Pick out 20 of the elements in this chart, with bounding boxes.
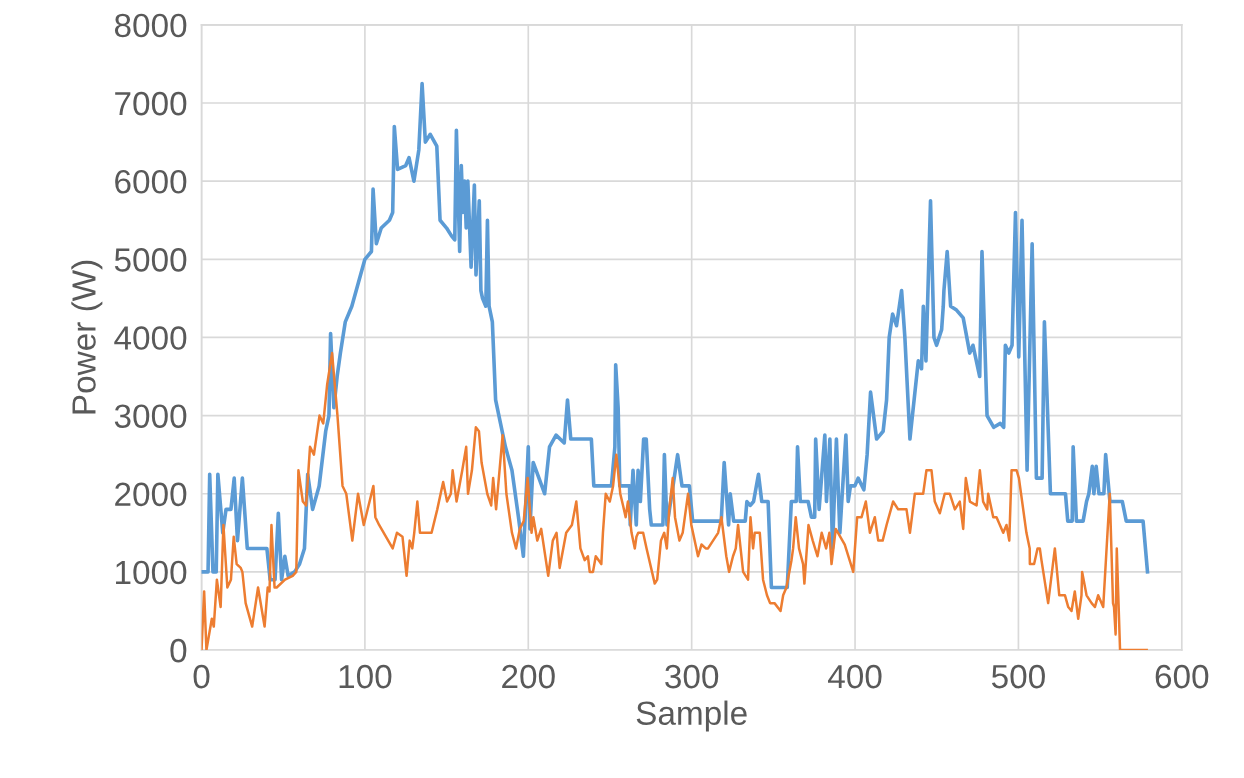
x-tick-label: 0 xyxy=(193,664,210,689)
x-axis-title: Sample xyxy=(636,700,747,732)
y-tick-label: 6000 xyxy=(115,169,187,194)
x-tick-label: 200 xyxy=(502,664,555,689)
y-tick-label: 8000 xyxy=(114,13,187,38)
x-tick-label: 100 xyxy=(339,664,392,689)
y-tick-label: 1000 xyxy=(116,560,187,585)
x-tick-label: 500 xyxy=(991,664,1045,689)
x-tick-label: 600 xyxy=(1155,664,1209,689)
y-axis-title: Power (W) xyxy=(71,260,103,414)
y-tick-label: 2000 xyxy=(115,482,187,507)
y-tick-label: 0 xyxy=(170,638,187,663)
line-series xyxy=(201,81,1150,590)
y-tick-label: 4000 xyxy=(114,326,187,350)
x-tick-label: 400 xyxy=(828,664,882,689)
line-series xyxy=(201,351,1148,651)
y-tick-label: 3000 xyxy=(114,404,187,428)
x-tick-label: 300 xyxy=(665,664,719,689)
y-tick-label: 7000 xyxy=(115,91,187,116)
y-tick-label: 5000 xyxy=(114,248,187,272)
